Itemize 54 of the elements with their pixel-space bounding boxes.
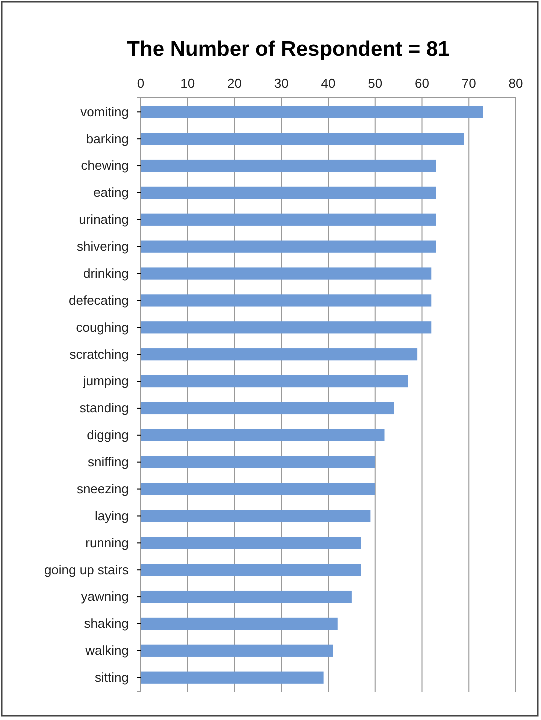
- bar: [141, 240, 436, 253]
- y-tick-label: eating: [94, 185, 129, 200]
- x-tick-label: 60: [415, 76, 430, 91]
- y-tick-label: drinking: [83, 266, 129, 281]
- y-tick-label: jumping: [82, 374, 129, 389]
- x-tick-label: 80: [508, 76, 524, 91]
- bar: [141, 402, 394, 415]
- y-tick-label: shaking: [84, 616, 129, 632]
- bar: [141, 537, 362, 550]
- x-tick-label: 20: [228, 76, 242, 91]
- y-tick-label: coughing: [76, 320, 129, 335]
- bar: [141, 322, 432, 334]
- bar: [141, 618, 338, 630]
- bar: [141, 348, 418, 361]
- x-tick-label: 50: [368, 76, 383, 91]
- bar: [141, 133, 464, 146]
- bar: [141, 160, 436, 172]
- bar: [141, 106, 484, 118]
- x-tick-label: 10: [180, 76, 196, 91]
- bar: [141, 429, 385, 442]
- bar: [141, 268, 432, 280]
- y-tick-label: scratching: [70, 346, 129, 362]
- bar: [141, 483, 376, 496]
- bar: [141, 672, 324, 684]
- y-tick-label: going up stairs: [44, 562, 130, 578]
- bar: [141, 214, 436, 226]
- y-tick-label: walking: [84, 643, 129, 658]
- y-tick-label: shivering: [76, 238, 129, 254]
- y-tick-label: laying: [95, 508, 129, 524]
- y-tick-label: yawning: [81, 589, 129, 604]
- y-tick-label: urinating: [79, 212, 129, 228]
- y-tick-label: barking: [86, 131, 129, 146]
- y-tick-label: vomiting: [80, 104, 129, 120]
- y-tick-label: sniffing: [88, 454, 129, 470]
- y-tick-label: sneezing: [76, 481, 129, 496]
- x-tick-label: 70: [462, 76, 476, 91]
- y-tick-label: running: [86, 535, 129, 550]
- bar: [141, 510, 371, 522]
- x-tick-label: 0: [137, 76, 145, 91]
- bar: [141, 375, 408, 388]
- y-tick-label: sitting: [95, 670, 129, 686]
- y-tick-label: chewing: [81, 158, 129, 174]
- bar: [141, 644, 334, 657]
- bar: [141, 186, 436, 200]
- bar: [141, 456, 376, 468]
- bar: [141, 590, 352, 604]
- chart-title: The Number of Respondent = 81: [127, 38, 450, 61]
- bar: [141, 294, 432, 307]
- x-tick-label: 30: [274, 76, 289, 91]
- y-tick-label: digging: [87, 428, 129, 443]
- x-tick-label: 40: [321, 76, 336, 91]
- y-tick-label: defecating: [69, 292, 129, 308]
- bar: [141, 564, 362, 576]
- y-tick-label: standing: [80, 400, 129, 416]
